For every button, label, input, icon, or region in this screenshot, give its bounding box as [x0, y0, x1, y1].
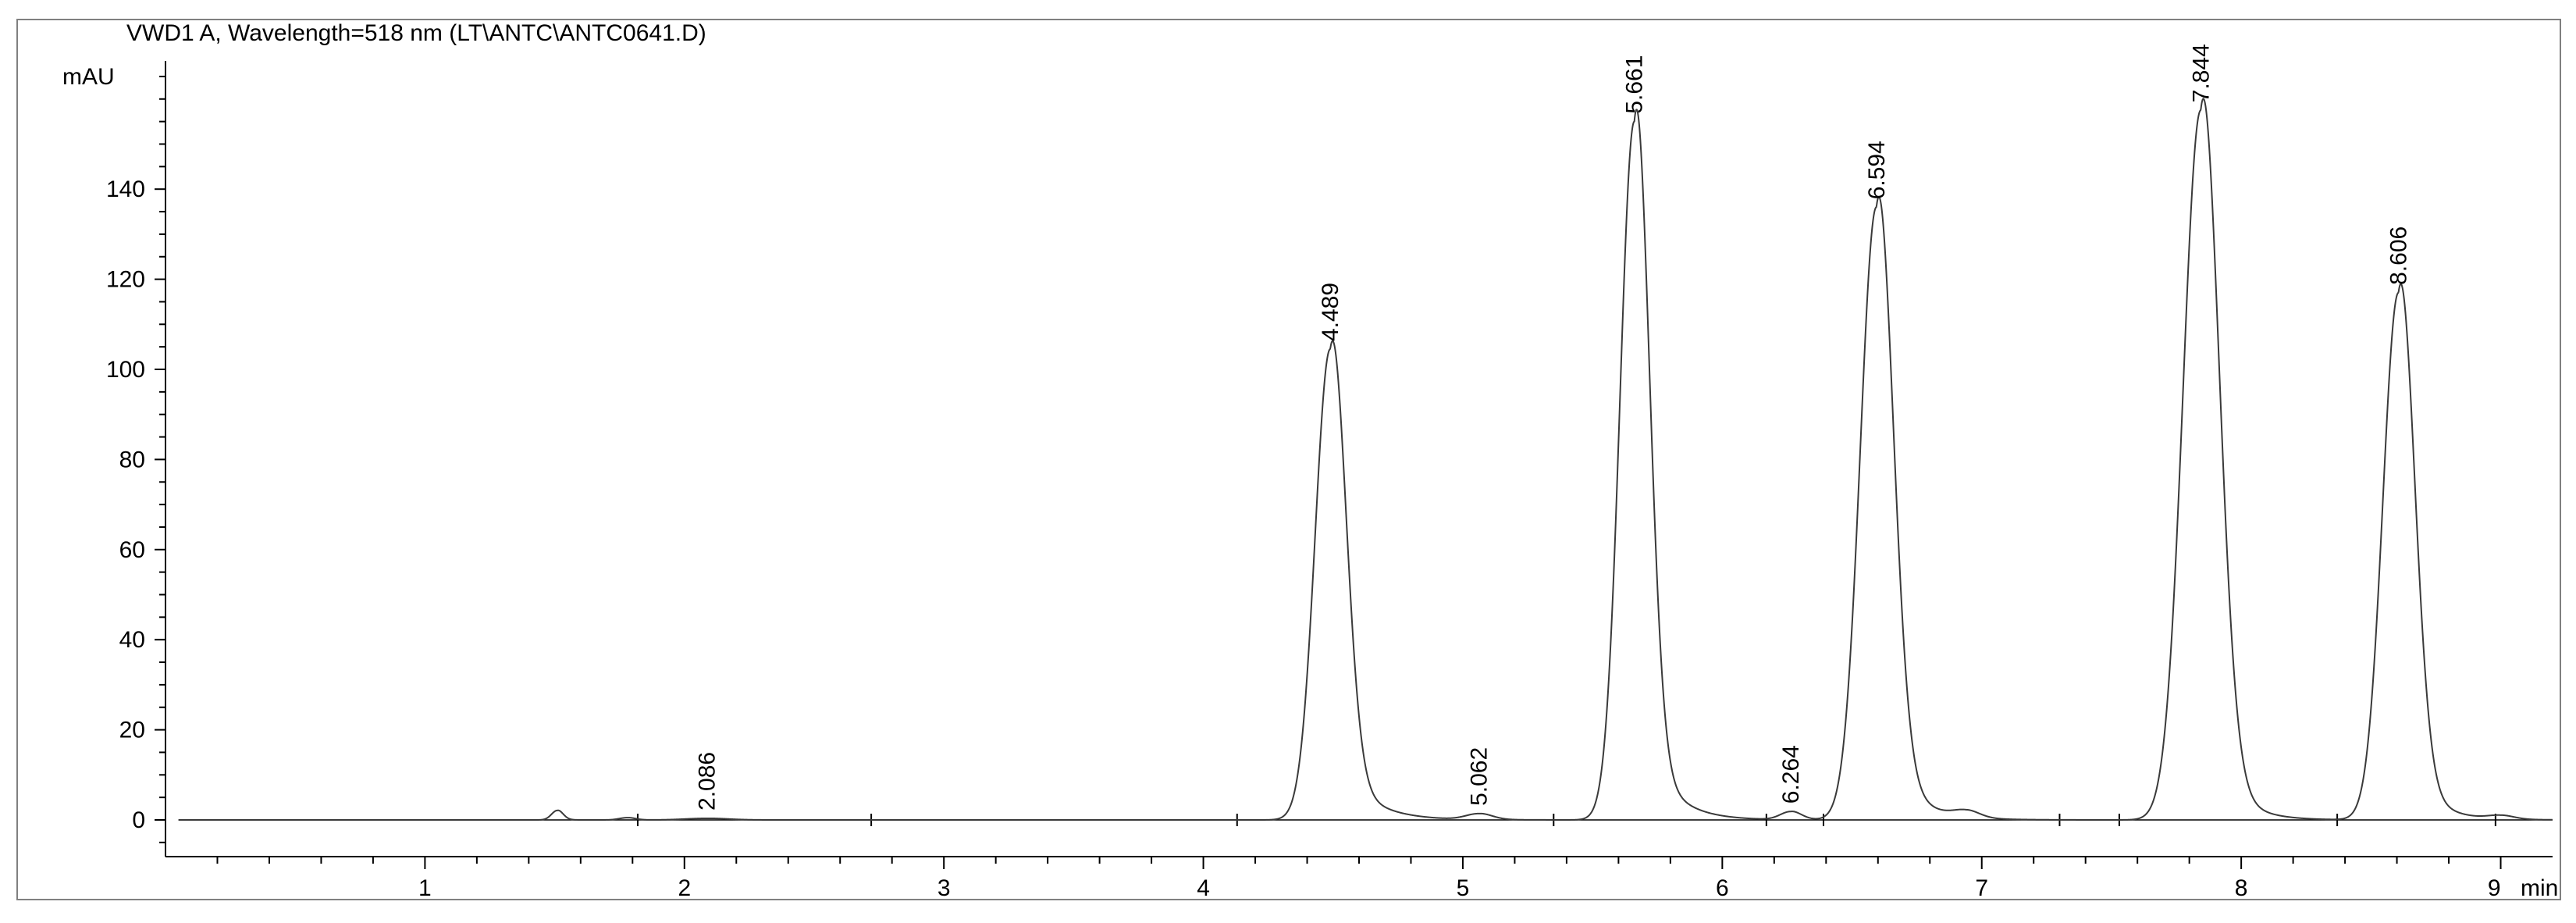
y-tick-label: 40: [119, 627, 145, 653]
y-tick-label: 120: [106, 267, 145, 293]
y-tick-label: 140: [106, 176, 145, 202]
peak-label: 2.086: [694, 752, 720, 811]
peak-label: 5.661: [1622, 55, 1648, 114]
peak-label-layer: 2.086 4.489 5.062 5.661 6.264 6.594 7.844 8.606: [694, 44, 2411, 811]
trace-layer: [178, 98, 2553, 821]
y-tick-label: 0: [132, 807, 145, 833]
chart-title: VWD1 A, Wavelength=518 nm (LT\ANTC\ANTC0…: [126, 20, 706, 46]
x-tick-label: 5: [1457, 875, 1470, 901]
y-tick-label: 80: [119, 447, 145, 472]
peak-label: 6.264: [1778, 745, 1804, 804]
x-tick-label: 4: [1197, 875, 1210, 901]
y-axis-label: mAU: [62, 64, 115, 90]
axes-layer: 0 20 40 60 80 100 120 140 1 2 3 4 5 6 7 8 9: [106, 61, 2553, 901]
y-tick-label: 60: [119, 537, 145, 563]
x-tick-label: 6: [1716, 875, 1729, 901]
x-tick-label: 2: [678, 875, 691, 901]
x-axis-unit-label: min: [2521, 875, 2558, 901]
y-tick-label: 100: [106, 357, 145, 383]
chromatogram-trace: [178, 98, 2553, 821]
peak-label: 6.594: [1864, 141, 1890, 199]
peak-label: 7.844: [2188, 44, 2214, 102]
y-tick-label: 20: [119, 718, 145, 743]
plot-frame: [16, 19, 2561, 900]
peak-label: 4.489: [1318, 283, 1343, 341]
peak-label: 5.062: [1467, 747, 1493, 806]
peak-label: 8.606: [2386, 226, 2412, 285]
x-tick-label: 7: [1975, 875, 1988, 901]
x-tick-label: 1: [418, 875, 432, 901]
x-tick-label: 9: [2488, 875, 2501, 901]
x-tick-label: 3: [938, 875, 951, 901]
x-tick-label: 8: [2235, 875, 2248, 901]
